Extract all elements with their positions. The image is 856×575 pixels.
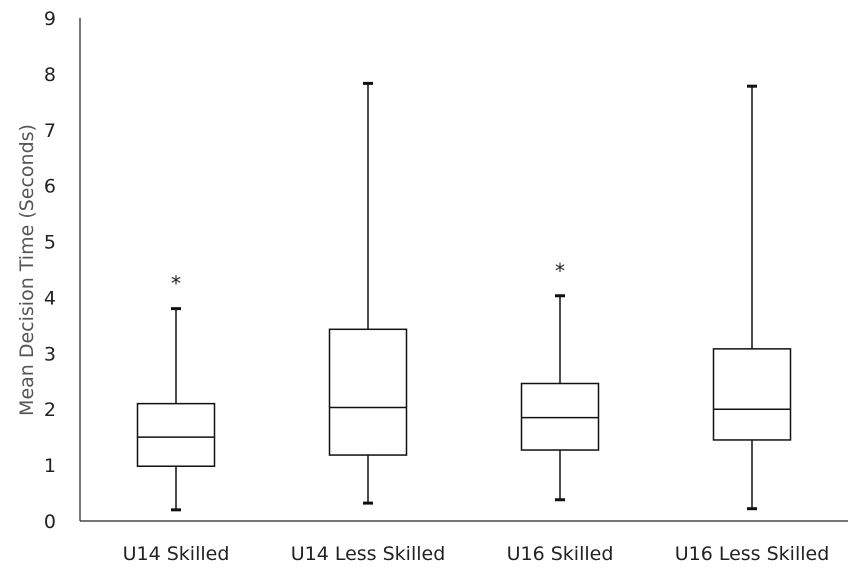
significance-marker: * (555, 259, 565, 283)
box-2 (328, 81, 408, 505)
box-3: * (520, 259, 600, 502)
y-tick-label: 9 (44, 8, 56, 30)
y-tick-labels: 0 1 2 3 4 5 6 7 8 9 (44, 8, 56, 533)
significance-marker: * (171, 272, 181, 296)
x-category-label: U14 Skilled (123, 543, 230, 565)
x-category-label: U16 Less Skilled (675, 543, 830, 565)
box-1: * (136, 272, 216, 512)
y-tick-label: 3 (44, 343, 56, 365)
y-tick-label: 0 (44, 511, 56, 533)
y-tick-label: 5 (44, 232, 56, 254)
y-tick-label: 1 (44, 455, 56, 477)
x-category-labels: U14 Skilled U14 Less Skilled U16 Skilled U1… (123, 543, 830, 565)
y-tick-label: 2 (44, 399, 56, 421)
iqr-box (136, 402, 216, 467)
x-category-label: U14 Less Skilled (291, 543, 446, 565)
boxes: ** (136, 81, 792, 512)
y-tick-label: 7 (44, 120, 56, 142)
axes (79, 18, 848, 522)
y-tick-label: 4 (44, 287, 56, 309)
iqr-box (520, 382, 600, 451)
x-category-label: U16 Skilled (507, 543, 614, 565)
box-4 (712, 84, 792, 511)
iqr-box (712, 348, 792, 441)
y-axis-title: Mean Decision Time (Seconds) (16, 124, 38, 416)
y-tick-label: 6 (44, 176, 56, 198)
iqr-box (328, 328, 408, 456)
y-tick-label: 8 (44, 64, 56, 86)
